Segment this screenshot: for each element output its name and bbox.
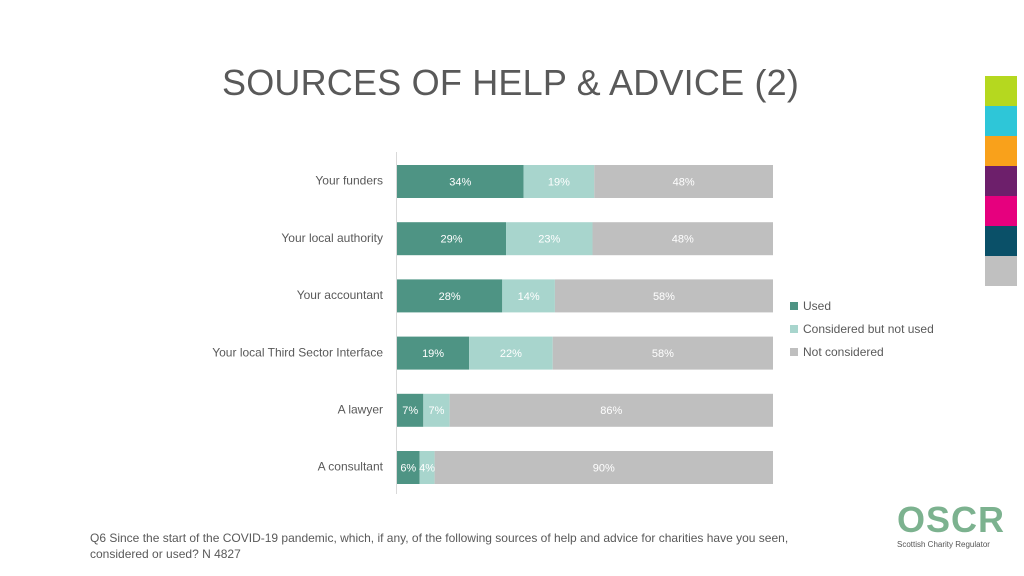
color-swatch-1: [985, 76, 1017, 106]
color-swatch-6: [985, 226, 1017, 256]
oscr-logo: OSCR Scottish Charity Regulator: [897, 499, 1006, 550]
color-swatch-strip: [985, 76, 1017, 286]
data-label: 86%: [600, 405, 622, 417]
legend-swatch-considered: [790, 324, 798, 333]
bar-segment-used: [397, 279, 503, 313]
data-label: 4%: [419, 462, 435, 474]
legend-item-used: Used: [790, 294, 934, 317]
data-label: 7%: [402, 405, 418, 417]
bar-segment-not-considered: [554, 279, 773, 313]
data-label: 48%: [672, 234, 694, 246]
bar-segment-not-considered: [552, 336, 773, 370]
data-label: 22%: [500, 348, 522, 360]
bar-segment-considered: [469, 336, 553, 370]
bar-segment-considered: [523, 165, 595, 198]
color-swatch-4: [985, 166, 1017, 196]
data-label: 34%: [449, 176, 471, 188]
chart-legend: Used Considered but not used Not conside…: [790, 294, 934, 363]
slide-title: SOURCES OF HELP & ADVICE (2): [222, 62, 800, 103]
legend-item-not-considered: Not considered: [790, 340, 934, 363]
legend-swatch-not-considered: [790, 347, 798, 356]
data-label: 58%: [653, 291, 675, 303]
color-swatch-3: [985, 136, 1017, 166]
question-footnote: Q6 Since the start of the COVID-19 pande…: [90, 531, 789, 561]
bar-segment-considered: [502, 279, 555, 313]
data-label: 6%: [400, 462, 416, 474]
data-label: 48%: [673, 176, 695, 188]
data-label: 90%: [593, 462, 615, 474]
bar-segment-used: [397, 451, 420, 484]
category-label: Your local Third Sector Interface: [212, 345, 383, 359]
bar-segment-not-considered: [594, 165, 773, 198]
color-swatch-2: [985, 106, 1017, 136]
data-label: 58%: [652, 348, 674, 360]
bar-segment-considered: [506, 222, 593, 256]
data-label: 7%: [429, 405, 445, 417]
data-label: 14%: [518, 291, 540, 303]
category-label: Your local authority: [281, 231, 383, 245]
bar-segment-used: [397, 336, 470, 370]
legend-swatch-used: [790, 301, 798, 310]
data-label: 23%: [538, 234, 560, 246]
bar-segment-not-considered: [592, 222, 773, 256]
logo-wordmark: OSCR: [897, 499, 1006, 540]
color-swatch-5: [985, 196, 1017, 226]
category-label: A lawyer: [338, 402, 383, 416]
bar-segment-not-considered: [434, 451, 773, 484]
data-label: 19%: [422, 348, 444, 360]
logo-subtitle: Scottish Charity Regulator: [897, 540, 990, 549]
bar-segment-used: [397, 393, 424, 427]
legend-label-considered: Considered but not used: [803, 321, 934, 336]
bar-segment-considered: [423, 393, 450, 427]
legend-label-used: Used: [803, 298, 832, 313]
bar-segment-used: [397, 165, 524, 198]
data-label: 19%: [548, 176, 570, 188]
bar-segment-used: [397, 222, 507, 256]
legend-item-considered: Considered but not used: [790, 317, 934, 340]
bar-segment-not-considered: [449, 393, 773, 427]
data-label: 29%: [441, 234, 463, 246]
color-swatch-7: [985, 256, 1017, 286]
category-label: Your funders: [315, 174, 383, 188]
category-label: A consultant: [318, 460, 384, 474]
data-label: 28%: [439, 291, 461, 303]
category-label: Your accountant: [297, 288, 384, 302]
legend-label-not-considered: Not considered: [803, 344, 884, 359]
bar-segment-considered: [419, 451, 435, 484]
